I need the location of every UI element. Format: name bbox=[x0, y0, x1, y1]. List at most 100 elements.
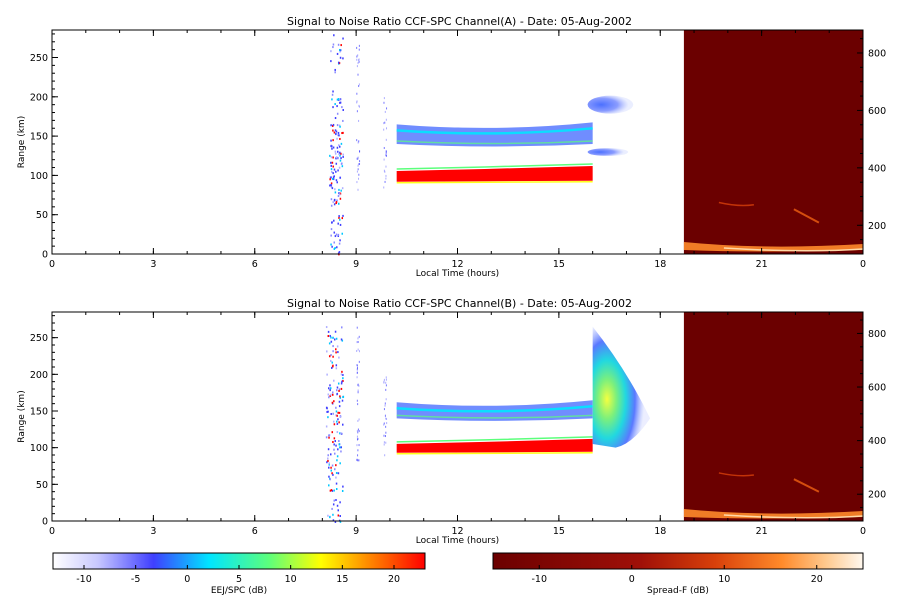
burst-speck bbox=[332, 503, 335, 506]
burst-speck bbox=[383, 378, 385, 381]
burst-speck bbox=[357, 403, 359, 406]
burst-speck bbox=[333, 219, 335, 222]
spread-f-streak bbox=[718, 472, 755, 477]
burst-speck bbox=[356, 364, 358, 367]
burst-speck bbox=[332, 43, 335, 46]
burst-speck bbox=[335, 348, 337, 351]
burst-speck bbox=[331, 431, 334, 434]
burst-speck bbox=[340, 387, 343, 390]
burst-speck bbox=[330, 198, 333, 201]
burst-speck bbox=[357, 389, 359, 392]
x-tick-label: 18 bbox=[654, 259, 666, 270]
burst-speck bbox=[339, 501, 341, 504]
burst-speck bbox=[356, 364, 358, 367]
burst-speck bbox=[383, 381, 385, 384]
burst-speck bbox=[383, 158, 385, 161]
burst-speck bbox=[341, 339, 344, 342]
burst-speck bbox=[337, 418, 339, 421]
burst-speck bbox=[330, 161, 332, 164]
burst-speck bbox=[356, 92, 358, 95]
spread-f-band-bright bbox=[723, 514, 864, 519]
burst-speck bbox=[331, 245, 333, 248]
burst-speck bbox=[330, 164, 333, 167]
y-tick-label: 200 bbox=[30, 370, 48, 381]
burst-speck bbox=[330, 466, 332, 469]
burst-speck bbox=[356, 368, 358, 371]
burst-speck bbox=[334, 188, 336, 191]
burst-speck bbox=[340, 450, 342, 453]
burst-speck bbox=[330, 359, 332, 362]
burst-speck bbox=[341, 489, 344, 492]
burst-speck bbox=[335, 464, 337, 467]
burst-speck bbox=[332, 46, 334, 49]
right-y-tick-label: 800 bbox=[868, 329, 886, 340]
burst-speck bbox=[385, 384, 387, 387]
burst-speck bbox=[340, 338, 343, 341]
burst-speck bbox=[383, 169, 385, 172]
burst-speck bbox=[357, 391, 359, 394]
burst-speck bbox=[333, 499, 335, 502]
burst-speck bbox=[334, 68, 336, 71]
burst-speck bbox=[330, 168, 333, 171]
right-y-tick-label: 200 bbox=[868, 490, 886, 501]
spread-f-band bbox=[683, 242, 863, 252]
burst-speck bbox=[356, 399, 358, 402]
burst-speck bbox=[339, 396, 342, 399]
burst-speck bbox=[341, 326, 343, 329]
burst-speck bbox=[327, 454, 329, 457]
burst-speck bbox=[337, 514, 340, 517]
burst-speck bbox=[332, 473, 334, 476]
burst-speck bbox=[332, 124, 334, 127]
burst-speck bbox=[327, 416, 329, 419]
spread-f-streak bbox=[793, 208, 820, 224]
burst-speck bbox=[339, 239, 341, 242]
burst-speck bbox=[356, 341, 358, 344]
burst-speck bbox=[340, 373, 343, 376]
burst-speck bbox=[339, 151, 341, 154]
burst-speck bbox=[331, 93, 334, 96]
right-y-tick-label: 400 bbox=[868, 163, 886, 174]
burst-speck bbox=[342, 153, 344, 156]
burst-speck bbox=[332, 441, 334, 444]
burst-speck bbox=[356, 46, 358, 49]
y-tick-label: 100 bbox=[30, 171, 48, 182]
burst-speck bbox=[337, 195, 340, 198]
echo-band-150km-edge bbox=[396, 414, 593, 419]
burst-speck bbox=[342, 379, 344, 382]
burst-speck bbox=[384, 110, 386, 113]
burst-speck bbox=[358, 350, 360, 353]
burst-speck bbox=[358, 418, 360, 421]
burst-speck bbox=[336, 105, 338, 108]
burst-speck bbox=[328, 475, 330, 478]
spread-f-band-bright bbox=[723, 247, 864, 252]
burst-speck bbox=[338, 62, 341, 65]
burst-speck bbox=[333, 231, 336, 234]
spread-f-streak bbox=[718, 201, 755, 207]
y-tick-label: 100 bbox=[30, 443, 48, 454]
burst-speck bbox=[328, 462, 330, 465]
x-tick-label: 9 bbox=[353, 259, 359, 270]
burst-speck bbox=[337, 202, 340, 205]
burst-speck bbox=[329, 394, 332, 397]
burst-speck bbox=[357, 437, 359, 440]
burst-speck bbox=[338, 144, 340, 147]
burst-speck bbox=[333, 168, 336, 171]
burst-speck bbox=[330, 228, 333, 231]
burst-speck bbox=[334, 235, 337, 238]
burst-speck bbox=[357, 156, 359, 159]
burst-speck bbox=[338, 389, 340, 392]
colorbar-tick-label: -5 bbox=[131, 574, 140, 585]
burst-speck bbox=[328, 355, 331, 358]
spread-f-plume bbox=[587, 148, 629, 157]
burst-speck bbox=[334, 191, 337, 194]
x-tick-label: 18 bbox=[654, 526, 666, 537]
burst-speck bbox=[333, 423, 336, 426]
burst-speck bbox=[383, 186, 385, 189]
burst-speck bbox=[335, 170, 337, 173]
burst-speck bbox=[338, 98, 341, 101]
burst-speck bbox=[335, 202, 337, 205]
burst-speck bbox=[340, 446, 343, 449]
burst-speck bbox=[333, 443, 335, 446]
y-tick-label: 0 bbox=[42, 250, 48, 261]
